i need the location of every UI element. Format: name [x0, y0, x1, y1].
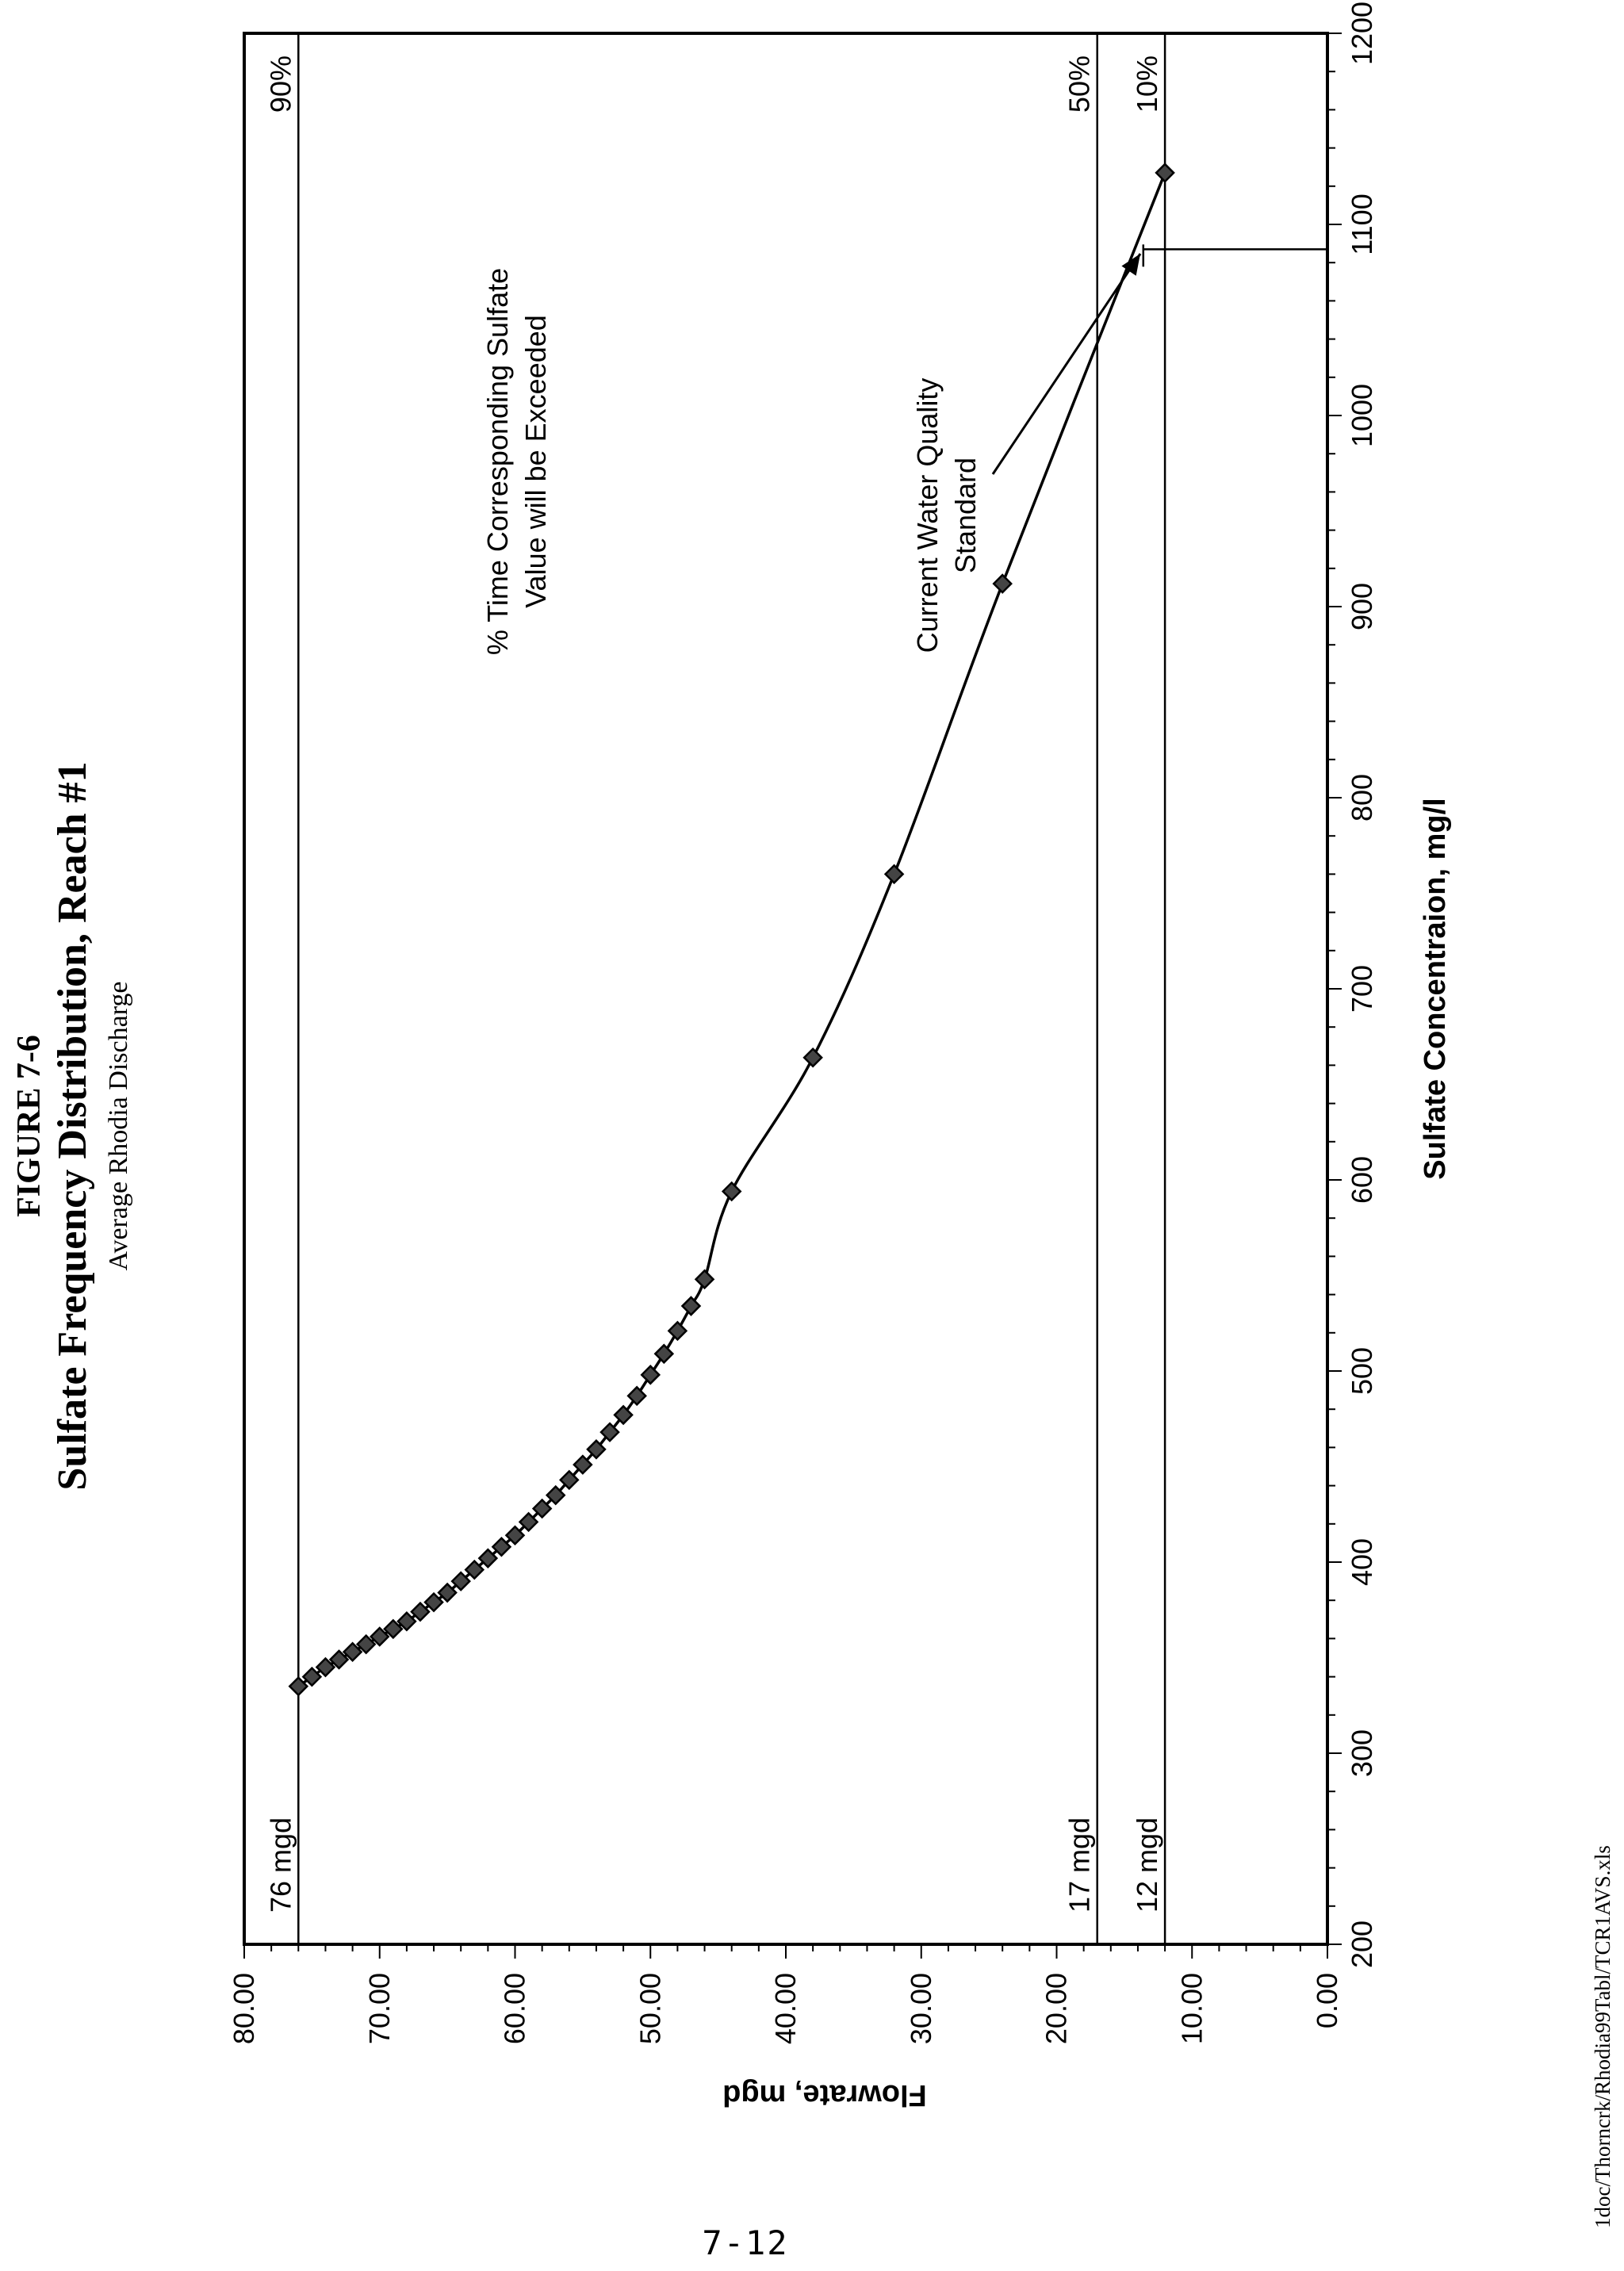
x-tick-label: 800	[1346, 774, 1378, 821]
standard-note-line2: Standard	[949, 458, 982, 573]
standard-note: Current Water Quality Standard	[911, 378, 982, 653]
y-tick-label: 60.00	[499, 1973, 531, 2044]
data-point	[1155, 163, 1175, 183]
reference-percent-label: 10%	[1131, 56, 1163, 113]
y-tick-label: 80.00	[228, 1973, 260, 2044]
standard-note-line1: Current Water Quality	[911, 378, 944, 653]
reference-percent-label: 50%	[1063, 56, 1096, 113]
water-quality-standard	[991, 244, 1327, 475]
x-tick-label: 900	[1346, 583, 1378, 630]
leader-line	[991, 253, 1142, 475]
x-axis-title: Sulfate Concentraion, mg/l	[1419, 798, 1452, 1179]
data-point	[613, 1404, 634, 1426]
leader-arrowhead	[1121, 254, 1140, 276]
data-point	[586, 1439, 607, 1460]
figure-subtitle: Average Rhodia Discharge	[104, 981, 133, 1270]
percent-note-line1: % Time Corresponding Sulfate	[481, 268, 514, 655]
data-point	[573, 1454, 593, 1475]
x-tick-label: 300	[1346, 1729, 1378, 1777]
figure-title: Sulfate Frequency Distribution, Reach #1	[50, 761, 95, 1490]
x-tick-label: 1100	[1346, 193, 1378, 255]
x-tick-label: 1000	[1346, 384, 1378, 447]
data-point	[559, 1469, 580, 1491]
y-tick-label: 30.00	[905, 1973, 937, 2044]
data-point	[531, 1498, 553, 1519]
data-point	[545, 1484, 566, 1506]
data-point	[653, 1343, 675, 1365]
y-axis-title: Flowrate, mgd	[722, 2078, 927, 2112]
data-point	[315, 1656, 336, 1678]
data-point	[883, 864, 905, 885]
reference-lines: 76 mgd 90% 17 mgd 50% 12 mgd 10%	[264, 33, 1166, 1944]
x-tick-label: 1200	[1346, 2, 1378, 65]
frequency-curve-layer	[297, 172, 1166, 1688]
data-point	[680, 1296, 702, 1316]
y-tick-label: 20.00	[1040, 1973, 1073, 2044]
reference-flow-label: 12 mgd	[1131, 1817, 1163, 1913]
data-point	[802, 1047, 823, 1068]
x-axis: 200 300 400 500 600 700 800 900 1000 1100 1200	[1327, 2, 1378, 1968]
data-point	[694, 1269, 715, 1290]
data-point	[423, 1591, 444, 1613]
data-point	[992, 573, 1013, 594]
data-point	[410, 1601, 431, 1622]
page-number: 7-12	[702, 2223, 789, 2262]
x-tick-label: 600	[1346, 1156, 1378, 1204]
reference-percent-label: 90%	[264, 56, 297, 113]
y-tick-label: 0.00	[1311, 1973, 1343, 2028]
data-point	[437, 1582, 458, 1603]
reference-flow-label: 76 mgd	[264, 1817, 297, 1913]
data-point	[328, 1649, 350, 1670]
y-axis: 0.00 10.00 20.00 30.00 40.00 50.00 60.00 70.00 8…	[228, 1944, 1343, 2044]
y-tick-label: 40.00	[769, 1973, 802, 2044]
data-point	[667, 1320, 688, 1342]
y-tick-label: 50.00	[634, 1973, 666, 2044]
x-tick-label: 700	[1346, 965, 1378, 1013]
x-tick-label: 500	[1346, 1347, 1378, 1395]
data-point	[288, 1675, 309, 1697]
data-point	[369, 1626, 390, 1647]
data-point	[504, 1525, 526, 1546]
frequency-curve	[297, 172, 1166, 1688]
percent-note-line2: Value will be Exceeded	[519, 315, 552, 608]
data-point	[518, 1511, 539, 1533]
data-point	[450, 1571, 471, 1591]
data-point	[396, 1610, 417, 1632]
y-tick-label: 70.00	[363, 1973, 396, 2044]
data-point	[477, 1548, 499, 1568]
reference-flow-label: 17 mgd	[1063, 1817, 1096, 1913]
data-point	[301, 1666, 323, 1687]
figure-label: FIGURE 7-6	[11, 1035, 48, 1217]
x-tick-label: 400	[1346, 1538, 1378, 1586]
percent-note: % Time Corresponding Sulfate Value will …	[481, 268, 552, 655]
x-tick-label: 200	[1346, 1921, 1378, 1968]
file-path: 1doc/Thorncrk/Rhodia99Tabl/TCR1AVS.xls	[1591, 1845, 1614, 2228]
data-point	[721, 1181, 742, 1202]
data-point	[599, 1422, 620, 1442]
data-point	[383, 1618, 404, 1640]
data-points	[288, 163, 1175, 1697]
data-point	[491, 1536, 512, 1557]
data-point	[464, 1559, 485, 1580]
y-tick-label: 10.00	[1175, 1973, 1208, 2044]
data-point	[342, 1641, 363, 1663]
data-point	[355, 1633, 377, 1655]
data-point	[640, 1365, 661, 1385]
data-point	[626, 1385, 647, 1407]
